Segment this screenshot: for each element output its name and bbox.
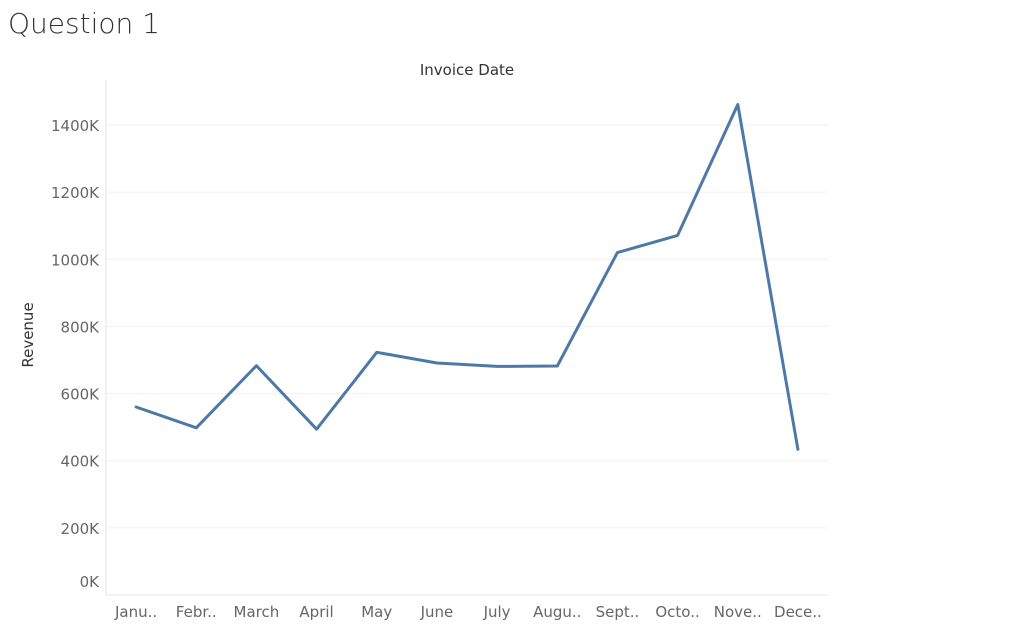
y-tick-label: 400K [61, 453, 101, 471]
x-tick-label: April [299, 603, 333, 621]
series-layer [134, 103, 800, 451]
x-tick-label: Nove.. [714, 603, 762, 621]
gridlines [106, 124, 828, 529]
x-tick-label: Dece.. [774, 603, 822, 621]
y-tick-label: 0K [80, 573, 101, 591]
y-tick-label: 1000K [51, 251, 100, 269]
x-tick-label: July [483, 603, 511, 621]
revenue-series-line[interactable] [134, 103, 800, 451]
x-tick-label: Janu.. [114, 603, 157, 621]
y-tick-labels: 0K 200K 400K 600K 800K 1000K 1200K 1400K [51, 117, 100, 591]
y-tick-label: 1400K [51, 117, 100, 135]
x-tick-label: March [234, 603, 280, 621]
x-tick-label: Augu.. [533, 603, 581, 621]
x-tick-label: Sept.. [596, 603, 640, 621]
x-tick-labels: Janu.. Febr.. March April May June July Augu.. S… [114, 603, 822, 621]
y-tick-label: 600K [61, 386, 101, 404]
sheet-title: Question 1 [8, 7, 160, 40]
x-tick-label: June [420, 603, 454, 621]
x-tick-label: Octo.. [655, 603, 699, 621]
x-tick-label: Febr.. [176, 603, 217, 621]
axes [105, 80, 828, 596]
y-tick-label: 800K [61, 318, 101, 336]
y-tick-label: 200K [61, 520, 101, 538]
chart-title: Invoice Date [420, 61, 514, 79]
y-tick-label: 1200K [51, 184, 100, 202]
x-tick-label: May [361, 603, 392, 621]
y-axis-title: Revenue [19, 302, 37, 367]
